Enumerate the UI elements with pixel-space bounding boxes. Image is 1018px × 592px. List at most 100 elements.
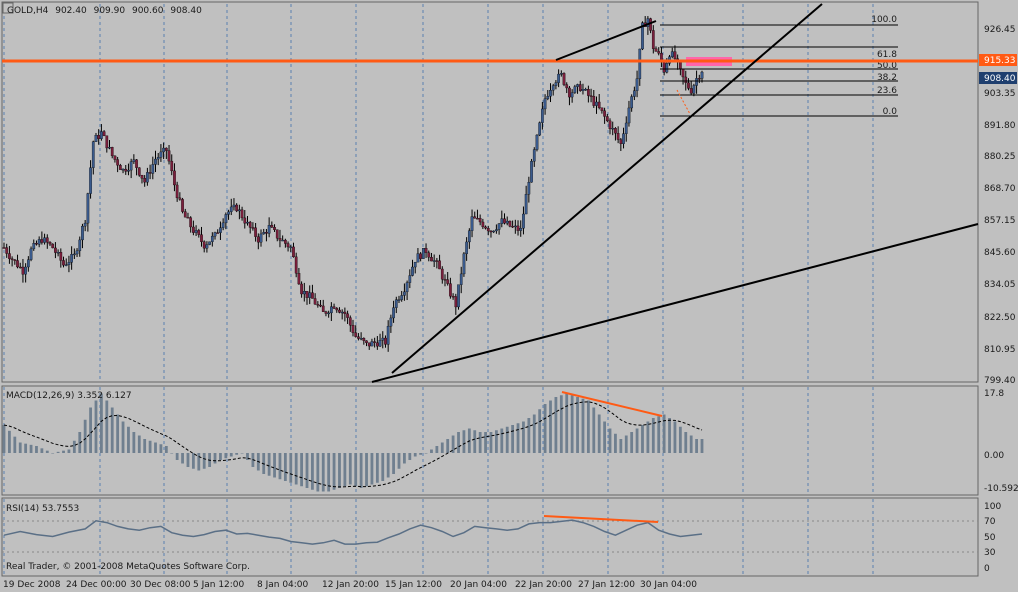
- header-symbol: GOLD,H4: [7, 6, 49, 16]
- price-tick-label: 868.70: [984, 184, 1016, 194]
- candle-body: [121, 168, 125, 171]
- time-tick-label: 30 Jan 04:00: [640, 580, 697, 590]
- window-menu-icon[interactable]: [2, 2, 14, 14]
- candle-body: [251, 227, 255, 229]
- price-tick-label: 822.50: [984, 313, 1016, 323]
- macd-bar: [608, 428, 612, 453]
- candle-body: [392, 307, 395, 319]
- candle-body: [37, 239, 41, 245]
- price-tick-label: 891.80: [984, 121, 1016, 131]
- candle-body: [81, 225, 84, 241]
- fib-label-100: 100.0: [871, 15, 897, 25]
- macd-bar: [197, 453, 201, 471]
- candle-body: [511, 226, 514, 228]
- macd-bar: [110, 407, 114, 453]
- candle-body: [695, 78, 698, 86]
- candle-body: [48, 242, 52, 245]
- price-tick-label: 845.60: [984, 248, 1016, 258]
- macd-bar: [695, 439, 698, 453]
- candle-body: [481, 221, 485, 228]
- rsi-divergence-line[interactable]: [543, 515, 659, 523]
- macd-panel[interactable]: MACD(12,26,9) 3.352 6.127 17.8 0.00 -10.…: [1, 385, 1018, 496]
- candle-body: [21, 266, 25, 275]
- support-trendline-steep[interactable]: [391, 3, 823, 374]
- candle-body: [132, 159, 136, 162]
- candle-body: [589, 95, 593, 97]
- support-trendline-long[interactable]: [371, 223, 979, 383]
- time-tick-label: 15 Jan 12:00: [385, 580, 442, 590]
- candle-body: [24, 266, 27, 275]
- candle-body: [600, 107, 604, 111]
- candle-body: [665, 63, 669, 73]
- macd-bar: [72, 440, 76, 453]
- candle-body: [113, 155, 117, 160]
- candle-body: [438, 260, 441, 270]
- macd-bar: [132, 432, 136, 453]
- candle-body: [641, 22, 644, 50]
- candle-body: [224, 214, 228, 224]
- candle-body: [43, 237, 46, 243]
- price-tick-label: 810.95: [984, 345, 1016, 355]
- rsi-title: RSI(14) 53.7553: [6, 504, 79, 514]
- candle-body: [462, 253, 466, 275]
- macd-bar: [186, 453, 190, 467]
- macd-bar: [51, 453, 55, 454]
- macd-bar: [219, 453, 222, 460]
- candle-body: [8, 253, 11, 259]
- macd-bar: [121, 421, 125, 453]
- candle-body: [10, 258, 14, 260]
- candle-body: [319, 304, 322, 307]
- candle-body: [178, 197, 182, 200]
- candle-body: [359, 338, 363, 340]
- candle-body: [543, 98, 547, 110]
- rsi-panel[interactable]: RSI(14) 53.7553 100 70 50 30 0 Real Trad…: [1, 497, 1001, 577]
- macd-bar: [375, 453, 379, 483]
- candle-body: [102, 131, 106, 136]
- candle-body: [219, 227, 222, 233]
- macd-bar: [89, 407, 92, 453]
- candle-body: [578, 84, 582, 91]
- macd-bar: [67, 449, 71, 453]
- vertical-grid: [3, 4, 874, 575]
- candle-body: [89, 167, 92, 194]
- candle-body: [605, 116, 609, 122]
- price-tick-label: 880.25: [984, 152, 1016, 162]
- candle-body: [54, 247, 57, 253]
- candle-body: [335, 308, 339, 311]
- macd-divergence-line[interactable]: [561, 391, 663, 417]
- candle-body: [427, 252, 431, 258]
- macd-bar: [576, 397, 579, 453]
- candle-body: [541, 108, 544, 123]
- candle-body: [45, 237, 49, 243]
- candle-body: [630, 96, 634, 109]
- candle-body: [454, 296, 458, 308]
- time-tick-label: 30 Dec 08:00: [130, 580, 191, 590]
- candle-body: [424, 248, 428, 253]
- candle-body: [435, 260, 439, 262]
- candle-body: [500, 218, 504, 224]
- candle-body: [78, 239, 82, 252]
- candle-body: [573, 86, 577, 93]
- macd-bar: [29, 444, 33, 453]
- macd-bar: [116, 414, 120, 453]
- macd-bar: [83, 419, 87, 453]
- candle-body: [597, 101, 601, 108]
- candle-body: [465, 241, 468, 255]
- candle-body: [124, 168, 128, 172]
- candle-body: [324, 311, 328, 314]
- candle-body: [265, 232, 268, 234]
- macd-bar: [408, 453, 412, 460]
- fib-label-23-6: 23.6: [877, 86, 897, 96]
- candle-body: [576, 84, 579, 87]
- candle-body: [362, 338, 366, 341]
- price-panel[interactable]: 100.0 61.8 50.0 38.2 23.6 0.0 GOLD,H4 90…: [1, 1, 979, 575]
- candle-body: [227, 211, 230, 215]
- candle-body: [459, 273, 463, 285]
- candle-body: [5, 247, 9, 254]
- macd-bar: [164, 446, 168, 453]
- candle-body: [419, 253, 422, 259]
- candle-body: [340, 311, 344, 314]
- highs-trendline[interactable]: [555, 20, 657, 61]
- candle-body: [627, 107, 631, 124]
